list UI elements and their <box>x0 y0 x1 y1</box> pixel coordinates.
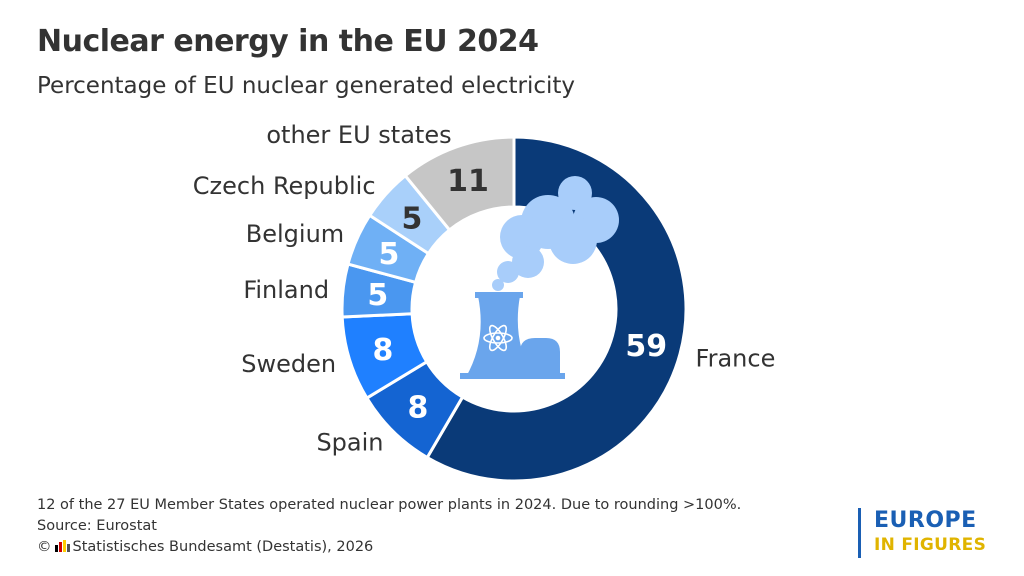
value-label-belgium: 5 <box>378 237 399 272</box>
footer-copyright-line: © Statistisches Bundesamt (Destatis), 20… <box>37 537 741 558</box>
footer-note: 12 of the 27 EU Member States operated n… <box>37 497 742 513</box>
copyright-symbol: © <box>37 539 52 555</box>
europe-in-figures-logo: EUROPE IN FIGURES <box>858 508 986 558</box>
category-label-finland: Finland <box>243 276 329 304</box>
category-label-other-eu-states: other EU states <box>266 121 451 149</box>
value-label-finland: 5 <box>367 278 388 313</box>
category-label-belgium: Belgium <box>246 220 344 248</box>
value-label-czech-republic: 5 <box>402 202 423 237</box>
slice-france <box>425 135 688 483</box>
brand-bottom: IN FIGURES <box>874 535 987 555</box>
copyright-text: Statistisches Bundesamt (Destatis), 2026 <box>72 539 374 555</box>
value-label-sweden: 8 <box>373 333 394 368</box>
value-label-other-eu-states: 11 <box>447 164 489 199</box>
category-label-sweden: Sweden <box>241 350 336 378</box>
destatis-logo-icon <box>54 540 70 552</box>
value-label-france: 59 <box>625 329 667 364</box>
footer: 12 of the 27 EU Member States operated n… <box>37 495 741 558</box>
brand-top: EUROPE <box>874 508 977 533</box>
category-label-czech-republic: Czech Republic <box>193 172 376 200</box>
nuclear-power-plant-icon <box>460 176 619 379</box>
category-label-france: France <box>696 345 776 373</box>
value-label-spain: 8 <box>407 391 428 426</box>
slices-group <box>340 135 688 483</box>
chart-title: Nuclear energy in the EU 2024 <box>37 24 539 59</box>
footer-source: Source: Eurostat <box>37 518 157 534</box>
labels-group: 59 France 8 Spain 8 Sweden 5 Finland 5 Belgium 5 Cz… <box>193 121 776 457</box>
category-label-spain: Spain <box>316 429 383 457</box>
slice-other-eu-states <box>403 135 516 232</box>
chart-subtitle: Percentage of EU nuclear generated elect… <box>37 73 576 99</box>
